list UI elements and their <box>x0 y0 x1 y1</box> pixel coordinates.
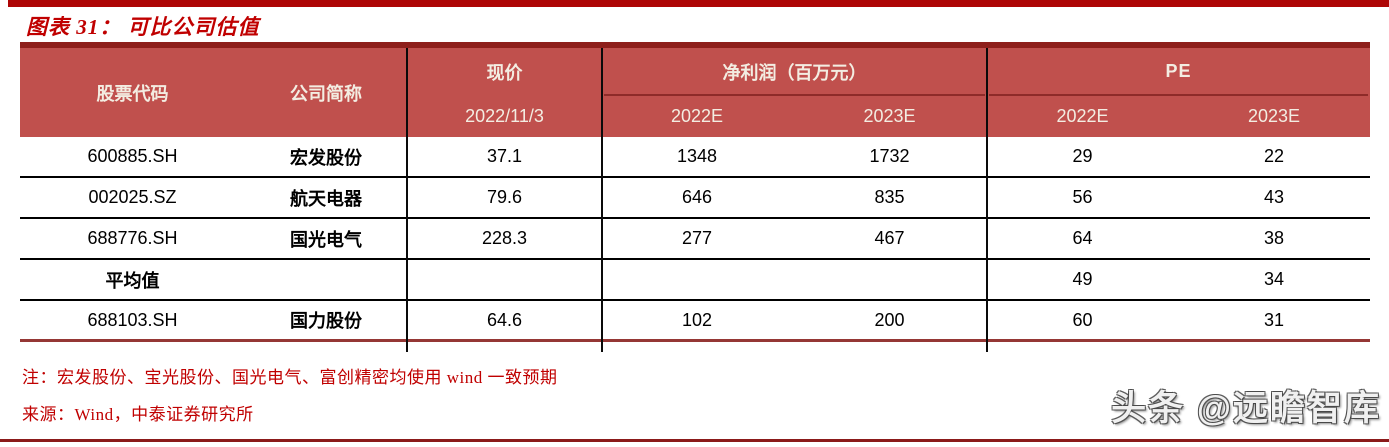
cell-company: 宏发股份 <box>290 147 362 168</box>
valuation-table: 股票代码 公司简称 现价 2022/11/3 净利润（百万元） 2022E 20… <box>20 42 1370 352</box>
cell-np-2022e: 102 <box>681 309 713 330</box>
cell-pe-2023e: 31 <box>1263 309 1285 330</box>
cell-stock-code: 002025.SZ <box>88 187 177 207</box>
cell-stock-code: 688776.SH <box>87 228 178 248</box>
cell-np-2023e <box>792 260 987 299</box>
table-note: 注：宏发股份、宝光股份、国光电气、富创精密均使用 wind 一致预期 <box>22 368 558 387</box>
table-row: 688776.SH 国光电气 228.3 277 467 64 38 <box>20 219 1370 260</box>
cell-pe-2022e: 64 <box>1072 228 1093 248</box>
col-header-pe-2022e: 2022E <box>1056 105 1109 126</box>
cell-company: 国力股份 <box>290 311 362 331</box>
cell-price <box>407 260 602 299</box>
cell-pe-2022e: 49 <box>1072 269 1093 289</box>
col-header-pe-2023e: 2023E <box>1247 105 1301 126</box>
col-group-net-profit: 净利润（百万元） <box>722 62 867 83</box>
column-divider <box>406 48 408 352</box>
col-header-stock-code: 股票代码 <box>96 83 169 104</box>
cell-price: 228.3 <box>481 228 528 248</box>
table-top-border <box>20 42 1370 48</box>
table-row: 002025.SZ 航天电器 79.6 646 835 56 43 <box>20 178 1370 219</box>
cell-np-2023e: 835 <box>874 187 905 207</box>
cell-np-2023e: 467 <box>874 228 905 248</box>
cell-pe-2023e: 43 <box>1263 187 1285 207</box>
cell-pe-2022e: 60 <box>1072 309 1093 330</box>
table-source: 来源：Wind，中泰证券研究所 <box>22 405 254 424</box>
cell-stock-code: 688103.SH <box>87 309 178 330</box>
col-header-current-price: 现价 <box>486 62 523 83</box>
cell-np-2022e: 1348 <box>676 146 718 166</box>
cell-pe-2023e: 38 <box>1263 228 1285 248</box>
cell-np-2022e: 277 <box>681 228 713 248</box>
cell-average-label: 平均值 <box>105 270 160 291</box>
col-header-np-2022e: 2022E <box>670 105 724 126</box>
cell-pe-2023e: 34 <box>1263 269 1285 289</box>
col-group-pe: PE <box>1165 61 1192 81</box>
col-header-price-date: 2022/11/3 <box>465 105 544 126</box>
pe-group-underline <box>989 94 1368 96</box>
bottom-divider <box>0 439 1389 442</box>
table-header: 股票代码 公司简称 现价 2022/11/3 净利润（百万元） 2022E 20… <box>20 48 1370 137</box>
cell-price: 64.6 <box>486 309 523 330</box>
col-header-company-name: 公司简称 <box>290 83 362 104</box>
figure-title: 图表 31： 可比公司估值 <box>26 15 260 39</box>
cell-price: 79.6 <box>486 187 523 207</box>
cell-np-2022e: 646 <box>681 187 713 207</box>
column-divider <box>601 48 603 352</box>
cell-pe-2023e: 22 <box>1263 146 1285 166</box>
cell-np-2023e: 200 <box>874 309 905 330</box>
cell-np-2022e <box>602 260 792 299</box>
cell-company <box>245 260 407 299</box>
cell-company: 航天电器 <box>290 188 362 209</box>
cell-stock-code: 600885.SH <box>87 146 178 166</box>
cell-price: 37.1 <box>486 146 523 166</box>
top-divider <box>8 0 1389 7</box>
cell-np-2023e: 1732 <box>869 146 910 166</box>
cell-company: 国光电气 <box>290 229 362 250</box>
table-row: 600885.SH 宏发股份 37.1 1348 1732 29 22 <box>20 137 1370 178</box>
net-profit-group-underline <box>604 94 985 96</box>
table-row: 688103.SH 国力股份 64.6 102 200 60 31 <box>20 301 1370 342</box>
table-row-average: 平均值 49 34 <box>20 260 1370 301</box>
cell-pe-2022e: 56 <box>1072 187 1093 207</box>
column-divider <box>986 48 988 352</box>
table-body: 600885.SH 宏发股份 37.1 1348 1732 29 22 0020… <box>20 137 1370 342</box>
watermark: 头条 @远瞻智库 <box>1111 389 1381 428</box>
col-header-np-2023e: 2023E <box>863 105 916 126</box>
cell-pe-2022e: 29 <box>1072 146 1093 166</box>
